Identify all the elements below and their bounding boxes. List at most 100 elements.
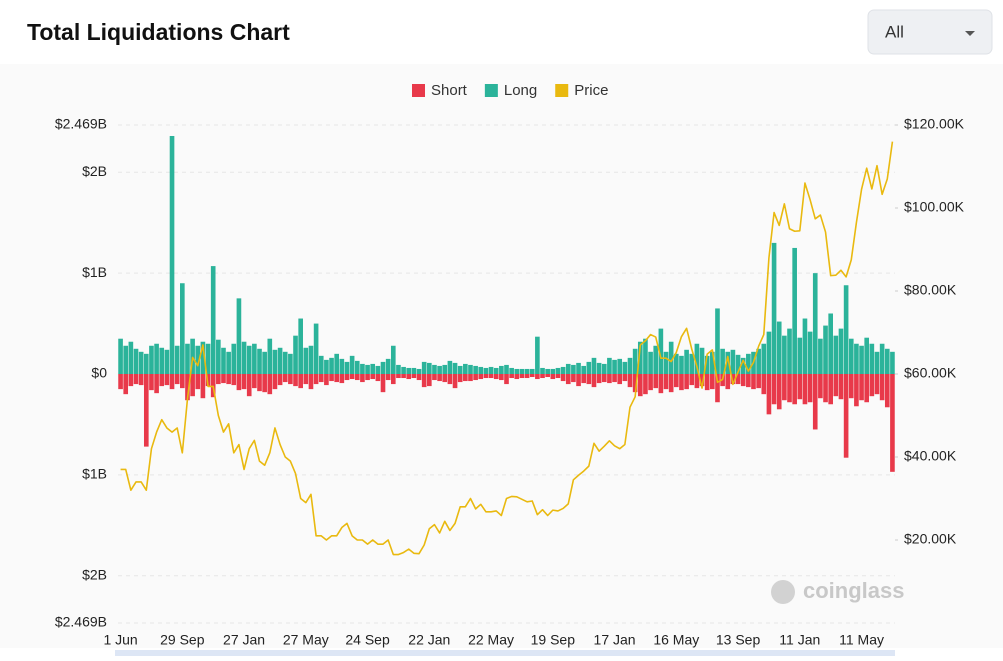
bar (884, 348, 890, 374)
bar (874, 351, 880, 374)
bar (190, 338, 195, 374)
bar (257, 348, 262, 374)
x-tick-label: 11 May (839, 632, 884, 648)
bar (452, 374, 458, 389)
bar (282, 351, 288, 374)
bar (797, 337, 803, 374)
x-tick-label: 1 Jun (103, 632, 137, 648)
y-tick-label: $1B (82, 264, 107, 280)
bar (699, 374, 705, 387)
bar (308, 345, 314, 374)
bar (555, 374, 561, 379)
bar (133, 374, 139, 385)
bar (529, 374, 535, 378)
bar (854, 343, 859, 374)
bar (658, 374, 664, 394)
bar (303, 347, 309, 374)
bar (360, 374, 365, 383)
bar (226, 374, 231, 385)
bar (416, 368, 422, 374)
x-tick-label: 24 Sep (345, 632, 390, 648)
y-tick-label: $0 (91, 365, 107, 381)
bar (499, 374, 504, 381)
bar (483, 367, 489, 374)
y2-tick-label: $60.00K (904, 365, 957, 381)
chart-title: Total Liquidations Chart (27, 19, 290, 45)
bar (843, 285, 849, 374)
x-tick-label: 29 Sep (160, 632, 205, 648)
bar (216, 374, 221, 385)
bar (591, 374, 597, 388)
bar (200, 341, 206, 374)
bar (740, 374, 746, 387)
bar (133, 348, 139, 374)
bar (704, 374, 710, 391)
bar (504, 364, 509, 374)
bar (776, 374, 782, 410)
bar (519, 374, 525, 379)
bar (787, 328, 792, 374)
bar (185, 374, 190, 401)
price-line (120, 141, 894, 556)
bar (339, 358, 345, 374)
bar (802, 318, 808, 374)
bar (380, 361, 386, 374)
bar (658, 328, 664, 374)
bar (761, 374, 767, 395)
bar (843, 374, 849, 458)
x-tick-label: 22 May (468, 632, 514, 648)
bar (648, 374, 653, 391)
bar (426, 362, 432, 374)
bar (643, 374, 648, 395)
bar (128, 374, 134, 387)
bar (205, 343, 211, 374)
bar (143, 353, 149, 374)
bar (396, 364, 401, 374)
bar (396, 374, 401, 379)
bar (864, 337, 870, 374)
lines (120, 141, 894, 556)
x-tick-label: 27 May (283, 632, 329, 648)
bar (632, 374, 638, 393)
bar (792, 374, 797, 405)
bar (354, 374, 360, 381)
bar (761, 343, 767, 374)
bar (540, 374, 545, 379)
bar (637, 341, 643, 374)
bar (164, 349, 170, 374)
bar (493, 374, 499, 380)
bar (154, 374, 159, 394)
bar (529, 368, 535, 374)
range-dropdown[interactable]: All (867, 9, 993, 55)
bar (653, 374, 659, 389)
bar (401, 366, 406, 374)
bar (293, 374, 298, 387)
bar (848, 338, 854, 374)
bar (864, 374, 870, 403)
bar (241, 374, 247, 390)
bar (684, 349, 689, 374)
bar (848, 374, 854, 399)
bar (653, 345, 659, 374)
dropdown-box[interactable] (867, 9, 993, 55)
bar (766, 374, 772, 415)
bar (473, 365, 478, 374)
bar (771, 374, 777, 405)
dropdown-value[interactable]: All (885, 22, 904, 41)
bar (128, 341, 134, 374)
bar (267, 374, 273, 395)
bar (432, 364, 437, 374)
legend: Short Long Price (412, 82, 608, 99)
bar (468, 374, 473, 382)
bar (735, 374, 741, 385)
scroll-bar (115, 650, 895, 656)
bar (838, 374, 844, 400)
bar (324, 374, 329, 386)
bar (571, 374, 576, 383)
y-tick-label: $1B (82, 466, 107, 482)
bar (668, 341, 674, 374)
bar (576, 374, 581, 387)
bar (581, 374, 587, 384)
bar (663, 351, 669, 374)
